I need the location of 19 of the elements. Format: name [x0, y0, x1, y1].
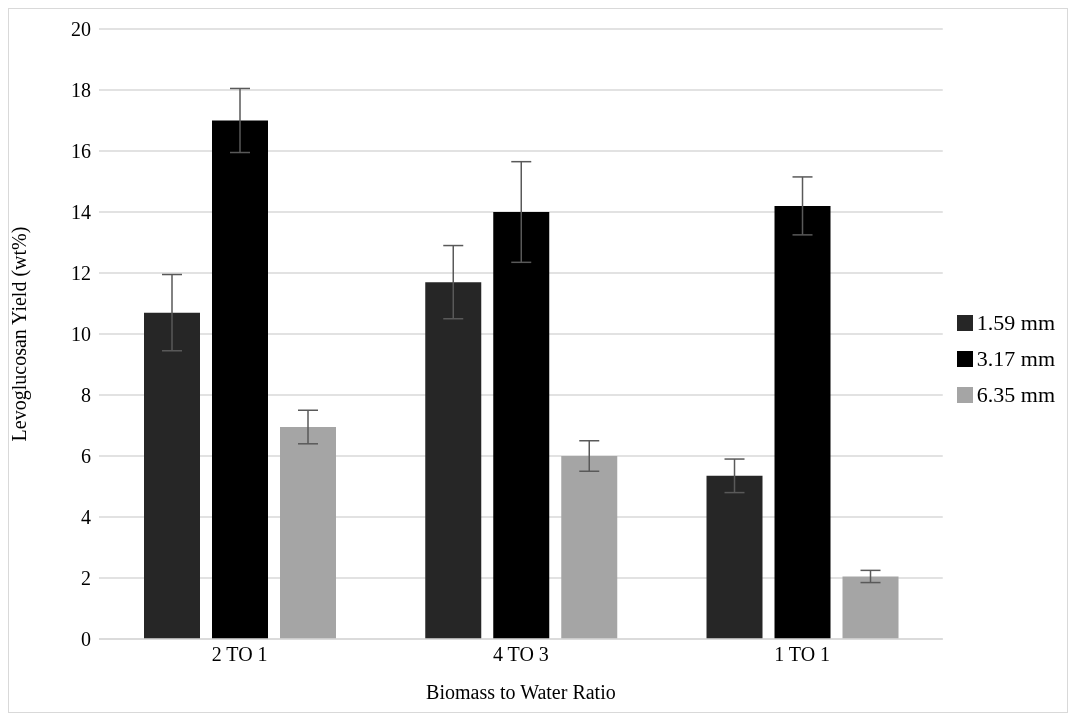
y-tick-label: 4 — [81, 506, 91, 529]
legend-label: 6.35 mm — [976, 382, 1055, 408]
x-tick-label: 4 TO 3 — [492, 643, 549, 666]
y-tick-label: 20 — [71, 18, 91, 41]
y-tick-label: 14 — [71, 201, 91, 224]
x-tick-label: 1 TO 1 — [774, 643, 831, 666]
y-tick-label: 2 — [81, 567, 91, 590]
legend-label: 1.59 mm — [976, 310, 1055, 336]
y-tick-label: 10 — [71, 323, 91, 346]
x-tick-label: 2 TO 1 — [211, 643, 268, 666]
y-tick-label: 6 — [81, 445, 91, 468]
y-axis-title: Levoglucosan Yield (wt%) — [8, 226, 32, 442]
y-tick-label: 16 — [71, 140, 91, 163]
x-axis-title: Biomass to Water Ratio — [426, 681, 616, 703]
y-tick-label: 0 — [81, 628, 91, 651]
y-tick-label: 8 — [81, 384, 91, 407]
y-tick-label: 18 — [71, 79, 91, 102]
legend-label: 3.17 mm — [976, 346, 1055, 372]
y-tick-label: 12 — [71, 262, 91, 285]
